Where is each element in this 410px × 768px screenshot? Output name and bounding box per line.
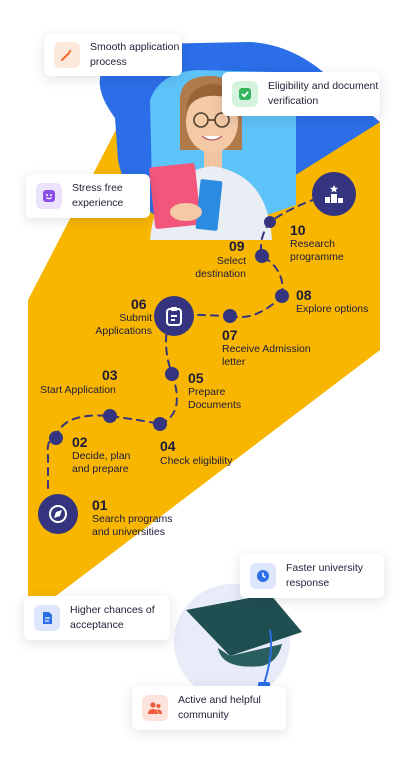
step-number-08: 08	[296, 287, 312, 303]
card-stress-free: Stress free experience	[26, 174, 150, 218]
compass-icon	[38, 494, 78, 534]
step-label-03: Start Application	[40, 384, 116, 396]
step-number-07: 07	[222, 327, 238, 343]
yellow-band	[28, 122, 380, 608]
step-dot-04	[153, 417, 167, 431]
card-text: Eligibility and document verification	[268, 80, 379, 107]
step-number-09: 09	[229, 238, 245, 254]
wand-icon	[54, 42, 80, 68]
step-dot-02	[49, 431, 63, 445]
card-higher-chances: Higher chances of acceptance	[24, 596, 170, 640]
step-dot-08	[275, 289, 289, 303]
step-number-03: 03	[102, 367, 118, 383]
card-community: Active and helpful community	[132, 686, 286, 730]
clipboard-icon	[154, 296, 194, 336]
step-dot-07	[223, 309, 237, 323]
card-smooth-application: Smooth application process	[44, 34, 182, 76]
step-number-01: 01	[92, 497, 108, 513]
card-eligibility: Eligibility and document verification	[222, 72, 380, 116]
check-icon	[232, 81, 258, 107]
step-number-05: 05	[188, 370, 204, 386]
people-icon	[142, 695, 168, 721]
graduation-cap-icon	[186, 594, 302, 690]
card-text: Active and helpful community	[178, 694, 261, 721]
card-text: Faster university response	[286, 562, 364, 589]
step-label-02: Decide, plan and prepare	[72, 450, 131, 475]
card-faster-response: Faster university response	[240, 554, 384, 598]
card-text: Higher chances of acceptance	[70, 604, 155, 631]
document-icon	[34, 605, 60, 631]
step-number-04: 04	[160, 438, 176, 454]
clock-icon	[250, 563, 276, 589]
card-text: Stress free experience	[72, 182, 124, 209]
step-dot-10	[264, 216, 276, 228]
step-dot-09	[255, 249, 269, 263]
card-text: Smooth application process	[90, 41, 180, 68]
step-dot-05	[165, 367, 179, 381]
step-label-09: Select destination	[195, 255, 246, 280]
step-number-10: 10	[290, 222, 306, 238]
step-label-01: Search programs and universities	[92, 513, 173, 538]
podium-icon	[312, 172, 356, 216]
step-label-06: Submit Applications	[95, 312, 152, 337]
step-dot-03	[103, 409, 117, 423]
step-label-10: Research programme	[290, 238, 344, 263]
step-number-02: 02	[72, 434, 88, 450]
step-label-05: Prepare Documents	[188, 386, 242, 411]
step-label-07: Receive Admission letter	[222, 343, 311, 368]
smile-icon	[36, 183, 62, 209]
step-number-06: 06	[131, 296, 147, 312]
step-label-04: Check eligibility	[160, 455, 233, 467]
step-label-08: Explore options	[296, 303, 369, 315]
